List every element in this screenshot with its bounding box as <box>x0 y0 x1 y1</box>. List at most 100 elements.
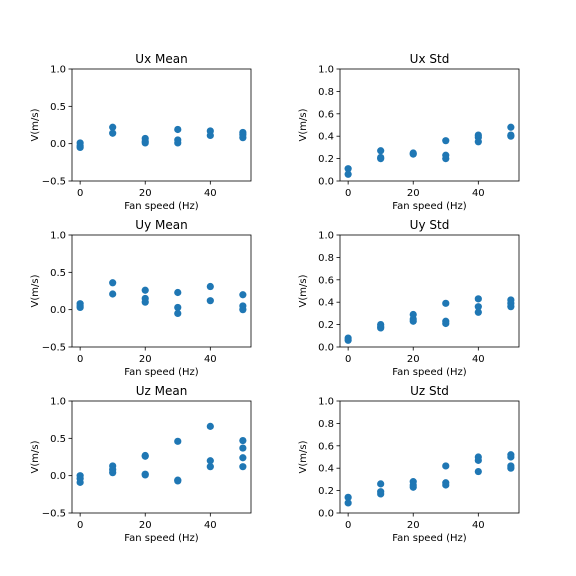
x-tick-label: 40 <box>204 520 217 531</box>
subplot-3: Uy Std 0 20 40 0.0 0.2 0.4 0.6 0.8 1.0 Fan speed (… <box>298 218 520 378</box>
x-tick-label: 0 <box>77 188 83 199</box>
data-point <box>239 291 247 299</box>
subplot-1: Ux Std 0 20 40 0.0 0.2 0.4 0.6 0.8 1.0 Fan speed (… <box>298 52 520 212</box>
data-point <box>474 308 482 316</box>
y-tick-label: 0.0 <box>318 509 334 520</box>
y-tick-label: 0.2 <box>318 320 334 331</box>
y-tick-label: 0.5 <box>50 268 66 279</box>
data-point <box>141 452 149 460</box>
data-point <box>239 306 247 314</box>
data-point <box>239 134 247 142</box>
data-point <box>109 279 117 287</box>
y-tick-label: 0.2 <box>318 486 334 497</box>
data-point <box>442 319 450 328</box>
y-tick-label: 0.0 <box>50 305 66 316</box>
data-point <box>239 454 247 462</box>
data-point <box>206 131 214 140</box>
data-point <box>174 437 182 445</box>
data-point <box>377 324 385 332</box>
axes-frame <box>339 234 520 348</box>
data-point <box>377 490 385 498</box>
data-point <box>109 469 117 477</box>
axes-frame <box>71 400 252 514</box>
data-point <box>344 336 352 344</box>
x-tick-label: 40 <box>472 188 485 199</box>
x-tick-label: 20 <box>407 520 420 531</box>
data-point <box>442 462 450 470</box>
data-point <box>344 499 352 507</box>
y-tick-label: 0.4 <box>318 132 334 143</box>
data-point <box>239 463 247 471</box>
data-point <box>377 480 385 488</box>
data-point <box>109 123 117 131</box>
data-point <box>239 444 247 452</box>
data-point <box>377 147 385 155</box>
subplot-title: Uz Mean <box>136 384 188 398</box>
y-tick-label: 0.8 <box>318 87 334 98</box>
subplot-5: Uz Std 0 20 40 0.0 0.2 0.4 0.6 0.8 1.0 Fan speed (… <box>298 384 520 544</box>
y-tick-label: 1.0 <box>318 65 334 76</box>
data-point <box>174 309 182 317</box>
y-tick-label: 0.5 <box>50 102 66 113</box>
x-tick-label: 40 <box>472 520 485 531</box>
data-point <box>474 295 482 303</box>
y-tick-label: 0.2 <box>318 154 334 165</box>
data-point <box>239 436 247 445</box>
subplot-title: Uy Std <box>410 218 450 232</box>
data-point <box>174 477 182 485</box>
data-point <box>474 467 482 476</box>
data-point <box>474 456 482 464</box>
data-point <box>442 481 450 489</box>
y-tick-label: 0.0 <box>318 343 334 354</box>
data-point <box>76 303 84 312</box>
data-point <box>474 303 482 311</box>
x-tick-label: 40 <box>204 354 217 365</box>
y-tick-label: 0.0 <box>50 471 66 482</box>
data-point <box>141 286 149 294</box>
x-tick-label: 0 <box>345 520 351 531</box>
y-tick-label: 0.6 <box>318 275 334 286</box>
y-tick-label: 0.4 <box>318 464 334 475</box>
data-point <box>442 299 450 307</box>
data-point <box>507 123 515 131</box>
data-point <box>109 290 117 298</box>
y-tick-label: 1.0 <box>318 231 334 242</box>
data-point <box>474 138 482 146</box>
y-tick-label: 0.6 <box>318 441 334 452</box>
subplot-4: Uz Mean 0 20 40 −0.5 0.0 0.5 1.0 Fan speed (Hz) V… <box>30 384 252 544</box>
y-tick-label: 0.0 <box>318 177 334 188</box>
x-axis-label: Fan speed (Hz) <box>124 367 199 378</box>
y-tick-label: 1.0 <box>318 397 334 408</box>
data-point <box>206 422 214 430</box>
y-axis-label: V(m/s) <box>298 440 309 473</box>
x-tick-label: 0 <box>345 188 351 199</box>
data-point <box>174 288 182 297</box>
axes-frame <box>339 68 520 182</box>
subplot-title: Ux Mean <box>135 52 187 66</box>
data-point <box>174 303 182 312</box>
data-point <box>206 463 214 471</box>
x-tick-label: 20 <box>139 354 152 365</box>
data-point <box>174 139 182 147</box>
data-point <box>442 155 450 163</box>
x-axis-label: Fan speed (Hz) <box>124 201 199 212</box>
data-point <box>409 317 417 325</box>
y-tick-label: 0.0 <box>50 139 66 150</box>
data-point <box>409 150 417 158</box>
y-axis-label: V(m/s) <box>30 108 41 141</box>
data-point <box>141 139 149 147</box>
subplot-title: Ux Std <box>410 52 450 66</box>
y-axis-label: V(m/s) <box>30 274 41 307</box>
data-point <box>507 453 515 461</box>
x-tick-label: 40 <box>204 188 217 199</box>
axes-frame <box>339 400 520 514</box>
subplot-title: Uy Mean <box>135 218 187 232</box>
y-tick-label: 0.6 <box>318 109 334 120</box>
x-tick-label: 20 <box>407 354 420 365</box>
y-tick-label: −0.5 <box>42 177 66 188</box>
data-point <box>109 129 117 137</box>
data-point <box>442 137 450 145</box>
data-point <box>141 471 149 479</box>
data-point <box>344 170 352 178</box>
